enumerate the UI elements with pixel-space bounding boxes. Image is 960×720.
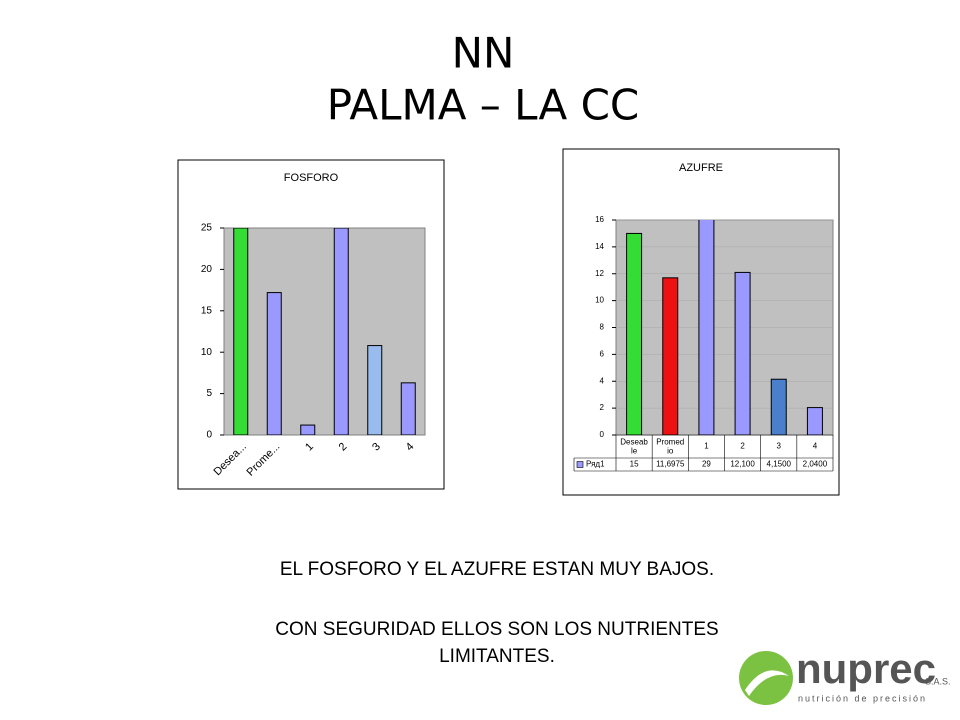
y-tick-label: 15: [201, 305, 213, 316]
bar: [266, 292, 282, 435]
logo: nuprec nutrición de precisión S.A.S.: [739, 645, 951, 705]
y-tick-label: 6: [600, 349, 605, 358]
chart-title: FOSFORO: [284, 172, 339, 184]
y-tick-label: 10: [201, 347, 213, 358]
bar: [400, 382, 416, 435]
bar: [233, 228, 249, 435]
y-tick-label: 0: [206, 430, 212, 441]
legend-swatch: [576, 461, 584, 468]
y-tick-label: 14: [595, 242, 604, 251]
y-tick-label: 20: [201, 264, 213, 275]
logo-suffix: S.A.S.: [925, 676, 951, 686]
bar: [806, 407, 823, 435]
table-value: 4,1500: [767, 460, 792, 469]
table-value: 29: [702, 460, 711, 469]
table-category: 3: [777, 442, 782, 451]
bars: [233, 228, 416, 435]
chart-title: AZUFRE: [679, 162, 723, 174]
legend-label: Ряд1: [586, 460, 605, 469]
bar: [698, 220, 715, 435]
bar: [770, 378, 787, 435]
y-tick-label: 8: [600, 323, 605, 332]
bar: [300, 424, 316, 435]
table-category: 4: [813, 442, 818, 451]
note: LIMITANTES.: [439, 646, 555, 667]
note: EL FOSFORO Y EL AZUFRE ESTAN MUY BAJOS.: [280, 559, 714, 580]
table-category: 1: [704, 442, 709, 451]
y-tick-label: 0: [600, 430, 605, 439]
bar: [367, 345, 383, 435]
y-tick-label: 10: [595, 296, 604, 305]
table-category: 2: [740, 442, 745, 451]
bar: [333, 228, 349, 435]
bar: [626, 232, 643, 435]
table-category: Promed io: [656, 438, 684, 456]
bar: [662, 277, 679, 435]
note: CON SEGURIDAD ELLOS SON LOS NUTRIENTES: [275, 619, 718, 640]
logo-swoosh: [745, 670, 789, 696]
table-value: 15: [630, 460, 639, 469]
table-value: 2,0400: [803, 460, 828, 469]
slide-subtitle: PALMA – LA CC: [327, 81, 640, 130]
bars: [626, 220, 823, 435]
plot-area: [223, 227, 426, 436]
y-tick-label: 12: [595, 269, 604, 278]
bar: [734, 271, 751, 435]
y-tick-label: 5: [206, 388, 212, 399]
logo-tagline: nutrición de precisión: [798, 693, 927, 703]
y-tick-label: 25: [201, 223, 213, 234]
logo-name: nuprec: [796, 645, 936, 692]
table-value: 11,6975: [656, 460, 685, 469]
y-tick-label: 16: [595, 215, 604, 224]
table-category: Deseab le: [620, 438, 648, 456]
y-tick-label: 4: [600, 376, 605, 385]
table-value: 12,100: [730, 460, 755, 469]
y-tick-label: 2: [600, 403, 605, 412]
slide-title: NN: [452, 29, 515, 78]
